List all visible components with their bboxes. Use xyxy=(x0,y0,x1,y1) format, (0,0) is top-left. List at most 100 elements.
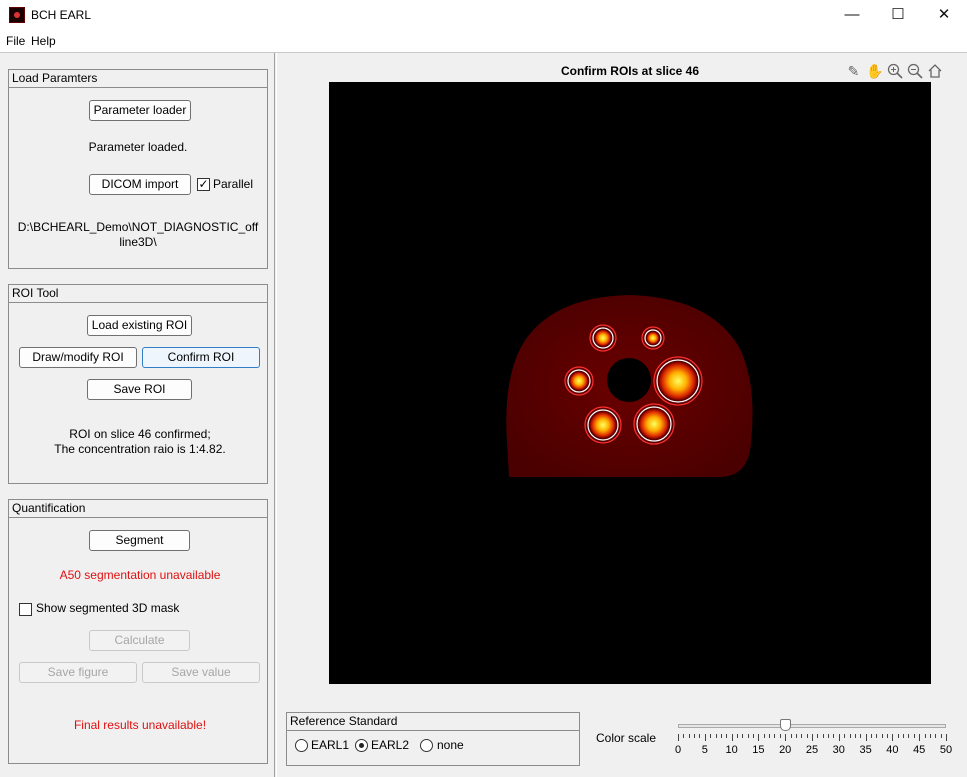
slider-tick xyxy=(887,734,889,738)
slider-tick xyxy=(769,734,771,738)
zoom-out-icon[interactable] xyxy=(906,63,923,80)
maximize-icon[interactable]: ☐ xyxy=(891,6,905,23)
sphere-1 xyxy=(589,324,617,352)
menu-separator xyxy=(0,52,967,53)
slider-tick xyxy=(870,734,872,738)
slider-tick-label: 15 xyxy=(752,744,765,756)
slider-tick xyxy=(865,734,867,741)
sphere-6 xyxy=(633,403,675,445)
slider-tick xyxy=(919,734,921,741)
slider-tick xyxy=(940,734,942,738)
slider-tick xyxy=(924,734,926,738)
segment-button[interactable]: Segment xyxy=(89,530,190,551)
slider-tick xyxy=(726,734,728,738)
quant-group: Quantification xyxy=(8,499,268,764)
viewer-title: Confirm ROIs at slice 46 xyxy=(560,64,700,78)
slider-tick xyxy=(828,734,830,738)
radio-none-label: none xyxy=(437,738,464,752)
slider-tick-label: 0 xyxy=(674,744,682,756)
app-icon xyxy=(9,7,25,23)
slider-tick xyxy=(758,734,760,741)
slider-tick-label: 30 xyxy=(832,744,845,756)
slider-tick xyxy=(694,734,696,738)
slider-tick xyxy=(812,734,813,741)
slider-tick xyxy=(790,734,792,738)
slider-tick xyxy=(833,734,835,738)
save-value-button[interactable]: Save value xyxy=(142,662,260,683)
confirm-roi-button[interactable]: Confirm ROI xyxy=(142,347,260,368)
load-roi-button[interactable]: Load existing ROI xyxy=(87,315,192,336)
radio-none[interactable] xyxy=(420,739,433,752)
slider-tick xyxy=(817,734,819,738)
left-panel xyxy=(0,53,275,777)
zoom-in-icon[interactable] xyxy=(886,63,903,80)
slider-tick-label: 40 xyxy=(886,744,899,756)
radio-earl2-label: EARL2 xyxy=(371,738,410,752)
slider-tick xyxy=(854,734,856,738)
slider-tick xyxy=(795,734,797,738)
pet-slice-image[interactable] xyxy=(329,82,931,684)
slider-tick xyxy=(742,734,744,738)
slider-tick xyxy=(683,734,685,738)
seg-status: A50 segmentation unavailable xyxy=(59,568,221,582)
slider-tick xyxy=(881,734,883,738)
slider-tick xyxy=(715,734,717,738)
color-scale-thumb[interactable] xyxy=(780,719,792,731)
title-bar: BCH EARL — ☐ ✕ xyxy=(0,0,967,31)
slider-tick xyxy=(720,734,722,738)
parallel-checkbox[interactable]: ✓ xyxy=(197,177,210,191)
slider-tick xyxy=(736,734,738,738)
save-roi-button[interactable]: Save ROI xyxy=(87,379,192,400)
path-line-2: line3D\ xyxy=(119,235,157,249)
slider-tick xyxy=(876,734,878,738)
slider-tick xyxy=(801,734,803,738)
home-icon[interactable] xyxy=(926,63,943,80)
slider-tick xyxy=(913,734,915,738)
menu-help[interactable]: Help xyxy=(31,34,56,48)
slider-tick xyxy=(731,734,733,741)
calculate-button[interactable]: Calculate xyxy=(89,630,190,651)
param-status: Parameter loaded. xyxy=(88,140,188,154)
right-panel xyxy=(276,53,967,777)
minimize-icon[interactable]: — xyxy=(844,6,860,23)
slider-tick xyxy=(838,734,840,741)
slider-tick-label: 25 xyxy=(805,744,819,756)
mask-checkbox[interactable] xyxy=(19,603,32,616)
close-icon[interactable]: ✕ xyxy=(937,6,951,23)
slider-tick xyxy=(935,734,937,738)
sphere-5 xyxy=(584,406,622,444)
draw-roi-button[interactable]: Draw/modify ROI xyxy=(19,347,137,368)
color-scale-label: Color scale xyxy=(596,731,657,745)
save-figure-button[interactable]: Save figure xyxy=(19,662,137,683)
slider-tick xyxy=(704,734,706,741)
slider-tick xyxy=(844,734,846,738)
parameter-loader-button[interactable]: Parameter loader xyxy=(89,100,191,121)
slider-tick xyxy=(897,734,899,738)
slider-tick xyxy=(779,734,781,738)
radio-earl1[interactable] xyxy=(295,739,308,752)
sphere-4 xyxy=(653,356,703,406)
slider-tick xyxy=(946,734,947,741)
slider-tick xyxy=(785,734,787,741)
parallel-label: Parallel xyxy=(213,177,254,191)
roi-tool-group: ROI Tool xyxy=(8,284,268,484)
dicom-import-button[interactable]: DICOM import xyxy=(89,174,191,195)
window-title: BCH EARL xyxy=(31,8,92,22)
brush-icon[interactable]: ✎ xyxy=(847,63,860,79)
slider-tick xyxy=(699,734,701,738)
radio-earl2[interactable] xyxy=(355,739,368,752)
radio-earl1-label: EARL1 xyxy=(311,738,350,752)
final-status: Final results unavailable! xyxy=(73,718,207,732)
slider-tick-label: 35 xyxy=(859,744,872,756)
menu-bar: File Help xyxy=(0,31,967,52)
pan-icon[interactable]: ✋ xyxy=(866,63,884,79)
slider-tick xyxy=(806,734,808,738)
menu-file[interactable]: File xyxy=(6,34,26,48)
slider-tick xyxy=(849,734,851,738)
roi-status-line-2: The concentration raio is 1:4.82. xyxy=(54,442,226,456)
sphere-2 xyxy=(641,326,665,350)
load-params-title: Load Paramters xyxy=(9,70,267,88)
reference-title: Reference Standard xyxy=(287,713,579,731)
color-scale-slider[interactable] xyxy=(678,724,946,728)
slider-tick xyxy=(747,734,749,738)
